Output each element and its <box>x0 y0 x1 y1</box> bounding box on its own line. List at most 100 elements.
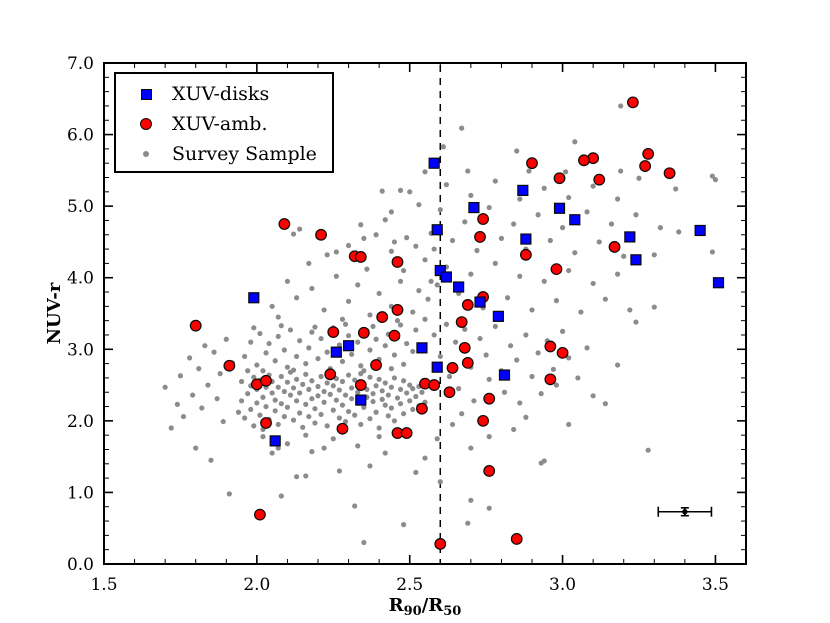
xuv-amb-point <box>278 218 291 230</box>
survey-point <box>257 412 263 418</box>
survey-point <box>333 397 339 403</box>
survey-point <box>538 460 544 466</box>
xuv-amb-point <box>550 263 563 276</box>
survey-point <box>428 278 434 284</box>
xuv-amb-point <box>370 359 382 371</box>
survey-point <box>397 187 404 193</box>
survey-point <box>284 278 291 284</box>
survey-point <box>361 235 367 241</box>
xuv-disk-point <box>517 184 529 196</box>
survey-point <box>615 271 621 277</box>
survey-point <box>309 378 315 384</box>
survey-point <box>278 373 284 380</box>
xuv-amb-point <box>336 422 349 435</box>
survey-point <box>272 358 278 364</box>
xuv-amb-point <box>354 251 367 263</box>
survey-point <box>413 327 419 333</box>
survey-point <box>251 423 257 429</box>
survey-point <box>281 347 287 353</box>
x-tick-label: 2.5 <box>396 575 423 595</box>
survey-point <box>504 295 511 301</box>
survey-point <box>483 352 489 358</box>
xuv-disk-point <box>553 202 566 214</box>
survey-point <box>633 212 639 218</box>
survey-point <box>303 432 309 438</box>
survey-point <box>382 343 388 349</box>
survey-point <box>517 196 523 202</box>
xuv-amb-point <box>544 373 557 386</box>
survey-point <box>257 330 263 337</box>
survey-point <box>248 339 254 345</box>
survey-point <box>312 324 318 330</box>
survey-point <box>358 421 364 428</box>
xuv-disk-point <box>248 292 260 304</box>
survey-point <box>388 405 394 411</box>
survey-point <box>336 415 342 421</box>
survey-point <box>547 237 553 244</box>
survey-point <box>572 250 578 256</box>
survey-point <box>245 368 251 374</box>
survey-point <box>514 148 520 154</box>
survey-point <box>382 450 388 456</box>
survey-point <box>462 219 468 225</box>
survey-point <box>352 503 358 509</box>
survey-point <box>196 366 202 372</box>
survey-point <box>553 382 560 388</box>
survey-point <box>566 421 572 428</box>
survey-point <box>404 340 410 347</box>
survey-point <box>284 379 291 385</box>
survey-point <box>376 434 382 440</box>
survey-point <box>275 445 281 451</box>
survey-point <box>309 396 315 402</box>
survey-point <box>208 457 214 463</box>
survey-point <box>162 384 168 390</box>
survey-point <box>361 539 367 546</box>
survey-point <box>358 222 364 228</box>
xuv-amb-point <box>376 311 389 323</box>
xuv-disk-point <box>453 281 465 293</box>
survey-point <box>633 319 639 325</box>
xuv-disk-point <box>431 361 443 373</box>
survey-point <box>349 351 355 357</box>
survey-point <box>324 423 330 429</box>
xuv-amb-point <box>357 326 370 339</box>
xuv-amb-point <box>391 304 404 316</box>
survey-point <box>437 207 443 213</box>
legend-label: XUV-amb. <box>172 112 268 135</box>
survey-point <box>618 168 624 174</box>
xuv-amb-point <box>544 340 557 353</box>
series-xuv-disks <box>248 157 725 447</box>
survey-point <box>251 325 257 331</box>
xuv-amb-point <box>428 379 441 391</box>
xuv-amb-point <box>663 167 676 180</box>
survey-point <box>452 339 459 345</box>
xuv-disk-point <box>492 310 504 322</box>
survey-point <box>529 307 535 313</box>
survey-point <box>345 242 352 249</box>
survey-point <box>437 353 443 360</box>
survey-point <box>339 358 346 365</box>
survey-point <box>193 445 199 451</box>
survey-point <box>422 257 428 263</box>
survey-point <box>281 388 287 395</box>
survey-point <box>251 374 257 380</box>
survey-point <box>709 249 715 255</box>
survey-point <box>385 413 391 419</box>
survey-point <box>211 349 217 355</box>
survey-point <box>364 266 370 272</box>
survey-point <box>373 409 379 415</box>
survey-point <box>367 463 373 469</box>
survey-point <box>342 392 349 398</box>
survey-point <box>501 389 508 395</box>
survey-point <box>284 441 291 447</box>
survey-point <box>465 168 471 174</box>
axes-frame <box>103 62 747 565</box>
survey-point <box>456 386 462 392</box>
y-axis-label: NUV-r <box>44 282 65 344</box>
legend-item-xuv-amb-: XUV-amb. <box>116 109 332 139</box>
survey-point <box>407 398 413 404</box>
xuv-amb-point <box>483 465 496 477</box>
xuv-amb-point <box>483 392 496 405</box>
xuv-disk-point <box>342 340 355 352</box>
survey-point <box>590 280 596 287</box>
